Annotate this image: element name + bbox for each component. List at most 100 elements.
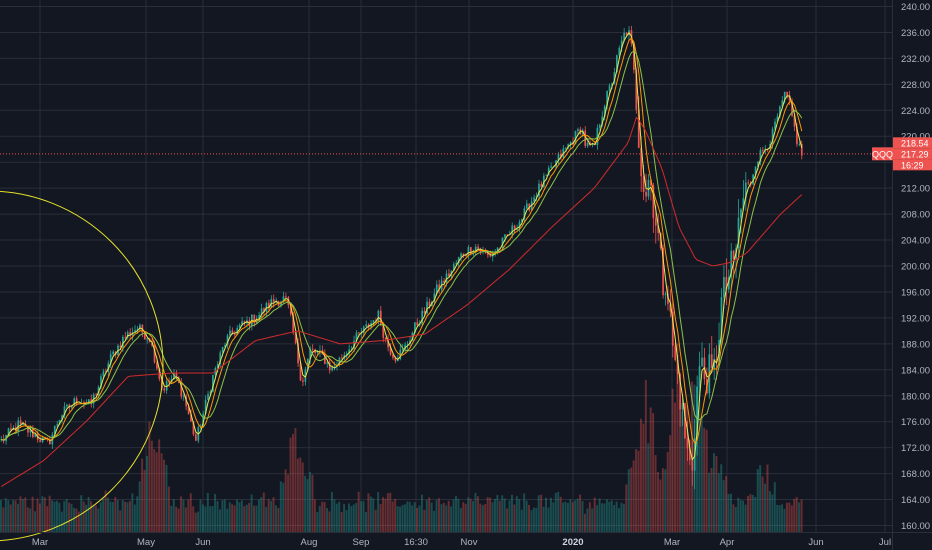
candle-body: [732, 250, 735, 260]
volume-bar: [367, 493, 370, 532]
volume-bar: [472, 501, 475, 532]
volume-bar: [184, 507, 187, 532]
candle-body: [165, 381, 168, 391]
volume-bar: [428, 497, 431, 532]
volume-bar: [717, 473, 720, 532]
candle-body: [545, 174, 548, 176]
candle-body: [423, 310, 426, 314]
volume-bar: [333, 499, 336, 532]
volume-bar: [326, 507, 329, 532]
candles: [0, 25, 803, 490]
volume-bar: [637, 450, 640, 532]
volume-bar: [104, 490, 107, 532]
volume-bar: [58, 502, 61, 532]
volume-bar: [657, 472, 659, 532]
candle-body: [603, 106, 606, 117]
volume-bar: [309, 471, 311, 532]
volume-bar: [776, 504, 779, 532]
candle-body: [538, 183, 540, 196]
candle-body: [650, 179, 652, 186]
candle-body: [438, 284, 441, 290]
price-tick-label: 228.00: [901, 80, 930, 91]
volume-bar: [525, 500, 528, 532]
volume-bar: [0, 500, 2, 532]
volume-bar: [338, 501, 341, 532]
volume-bar: [323, 502, 326, 532]
candle-body: [39, 439, 42, 442]
candle-body: [521, 218, 523, 222]
candle-body: [263, 308, 265, 312]
candle-body: [394, 357, 397, 362]
volume-bar: [48, 495, 51, 532]
volume-bar: [639, 418, 642, 532]
candle-body: [306, 358, 309, 370]
candle-body: [341, 357, 343, 359]
candle-body: [212, 375, 214, 392]
volume-bar: [737, 497, 740, 532]
volume-bar: [418, 505, 421, 532]
candle-body: [443, 280, 445, 283]
candle-body: [747, 182, 750, 184]
candle-body: [66, 404, 68, 407]
volume-bar: [391, 501, 394, 532]
candle-body: [282, 296, 285, 302]
volume-bar: [114, 496, 117, 532]
candle-body: [136, 329, 139, 331]
volume-bar: [479, 503, 482, 532]
volume-bar: [781, 504, 784, 532]
candle-body: [387, 339, 389, 348]
candle-body: [355, 332, 358, 341]
volume-bar: [233, 505, 236, 532]
volume-bar: [335, 503, 338, 532]
volume-bar: [778, 505, 781, 532]
candle-body: [275, 301, 278, 303]
volume-bar: [413, 502, 416, 532]
candle-body: [642, 176, 645, 192]
volume-bar: [712, 453, 715, 532]
volume-bar: [666, 451, 669, 532]
candle-body: [489, 255, 492, 257]
volume-bar: [87, 497, 90, 532]
candle-body: [389, 347, 392, 355]
candle-body: [63, 406, 66, 416]
candle-body: [19, 420, 22, 424]
volume-bar: [160, 453, 163, 532]
volume-bar: [654, 455, 657, 532]
candle-body: [452, 264, 455, 271]
candle-body: [664, 293, 667, 296]
volume-bar: [265, 506, 268, 532]
volume-bar: [240, 500, 243, 532]
candle-body: [640, 147, 643, 177]
candle-body: [618, 47, 621, 56]
candle-body: [713, 358, 716, 368]
volume-bar: [674, 402, 676, 532]
candle-body: [345, 353, 348, 356]
volume-bar: [447, 500, 450, 532]
candle-body: [757, 161, 759, 167]
volume-bar: [520, 509, 523, 532]
price-tick-label: 180.00: [901, 391, 930, 402]
candle-body: [647, 179, 650, 197]
volume-bar: [800, 499, 803, 532]
candle-body: [316, 352, 319, 353]
candle-body: [615, 55, 618, 73]
candle-body: [688, 448, 691, 461]
volume-bar: [377, 492, 380, 532]
volume-bar: [301, 462, 304, 532]
volume-bar: [545, 497, 548, 532]
time-tick-label: Nov: [461, 537, 478, 548]
candle-body: [623, 32, 626, 41]
candle-body: [182, 396, 185, 398]
volume-bar: [688, 438, 691, 532]
volume-bar: [484, 504, 487, 532]
volume-bar: [29, 508, 32, 532]
candle-body: [175, 373, 178, 379]
candle-body: [70, 405, 73, 408]
volume-bar: [586, 508, 589, 532]
volume-bar: [416, 507, 419, 532]
volume-bar: [155, 452, 158, 532]
candle-body: [774, 121, 776, 129]
candle-body: [29, 428, 32, 433]
